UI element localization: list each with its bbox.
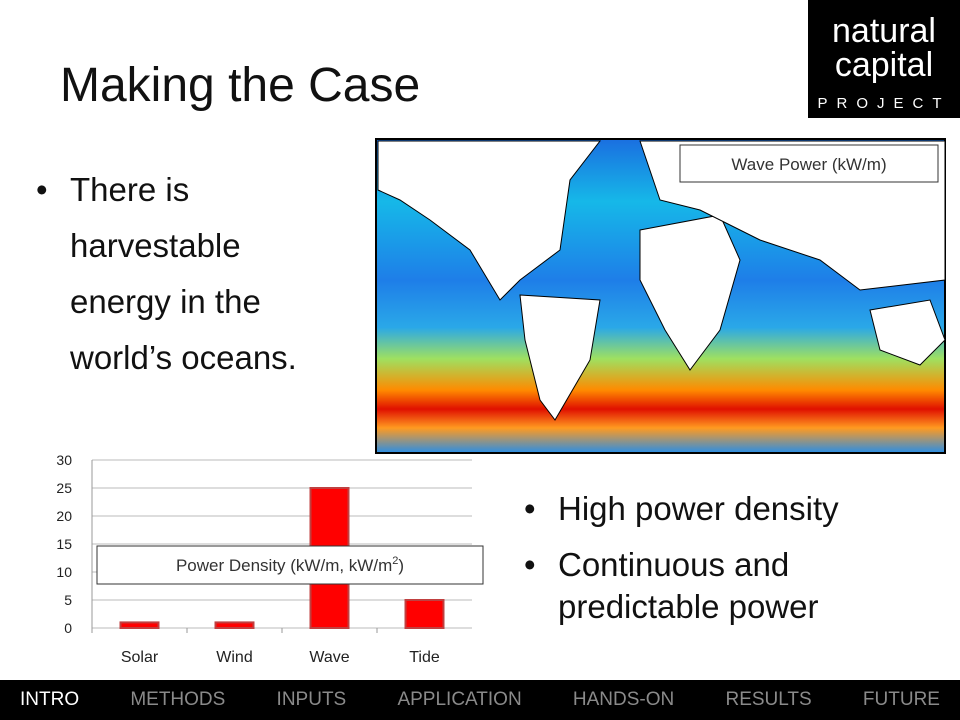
annotation-part: 2 bbox=[392, 555, 398, 567]
bullet: There is harvestable energy in the world… bbox=[36, 162, 346, 386]
bullet-list: There is harvestable energy in the world… bbox=[36, 162, 346, 386]
chart: 0 5 10 15 20 25 30 Solar Wind Wave Tide Power Densi… bbox=[56, 452, 484, 666]
bullet: High power density bbox=[524, 488, 904, 530]
logo-text: PROJECT bbox=[817, 95, 950, 112]
nav-item[interactable]: FUTURE bbox=[862, 689, 940, 710]
y-tick-label: 10 bbox=[56, 564, 72, 580]
y-tick-label: 25 bbox=[56, 480, 72, 496]
bullet-list: High power density Continuous and predict… bbox=[524, 488, 904, 642]
nav-item[interactable]: HANDS-ON bbox=[572, 689, 675, 710]
y-tick-label: 20 bbox=[56, 508, 72, 524]
y-tick-label: 0 bbox=[64, 620, 72, 636]
bar bbox=[404, 599, 445, 629]
wave-map: Wave Power (kW/m) bbox=[375, 138, 946, 454]
x-tick-label: Wind bbox=[216, 649, 252, 666]
map-label: Wave Power (kW/m) bbox=[731, 155, 886, 174]
bar bbox=[119, 621, 160, 630]
annotation-box bbox=[96, 545, 484, 585]
logo-text: capital bbox=[835, 46, 933, 84]
bullet: Continuous and predictable power bbox=[524, 544, 904, 628]
x-tick-label: Solar bbox=[121, 649, 159, 666]
y-tick-label: 30 bbox=[56, 452, 72, 468]
logo-box bbox=[808, 0, 960, 118]
nav-item[interactable]: INPUTS bbox=[276, 689, 347, 710]
bar bbox=[214, 621, 255, 630]
nav-bar: INTRO METHODS INPUTS APPLICATION HANDS-ON RES… bbox=[0, 680, 960, 720]
y-tick-label: 5 bbox=[64, 592, 72, 608]
nav-item[interactable]: METHODS bbox=[130, 689, 226, 710]
nav-item[interactable]: INTRO bbox=[20, 689, 80, 710]
graphics: natural capital PROJECT Wave Power (kW/m… bbox=[56, 0, 960, 666]
chart-annotation: Power Density (kW/m, kW/m2) bbox=[176, 555, 404, 575]
nav-item[interactable]: RESULTS bbox=[725, 689, 812, 710]
y-tick-label: 15 bbox=[56, 536, 72, 552]
slide-title: Making the Case bbox=[60, 59, 421, 112]
annotation-part: Power Density (kW/m, kW/m bbox=[176, 556, 392, 575]
nav-item[interactable]: APPLICATION bbox=[397, 689, 522, 710]
annotation-part: ) bbox=[398, 556, 404, 575]
x-tick-label: Wave bbox=[309, 649, 349, 666]
logo-text: natural bbox=[832, 12, 936, 50]
x-tick-label: Tide bbox=[409, 649, 440, 666]
